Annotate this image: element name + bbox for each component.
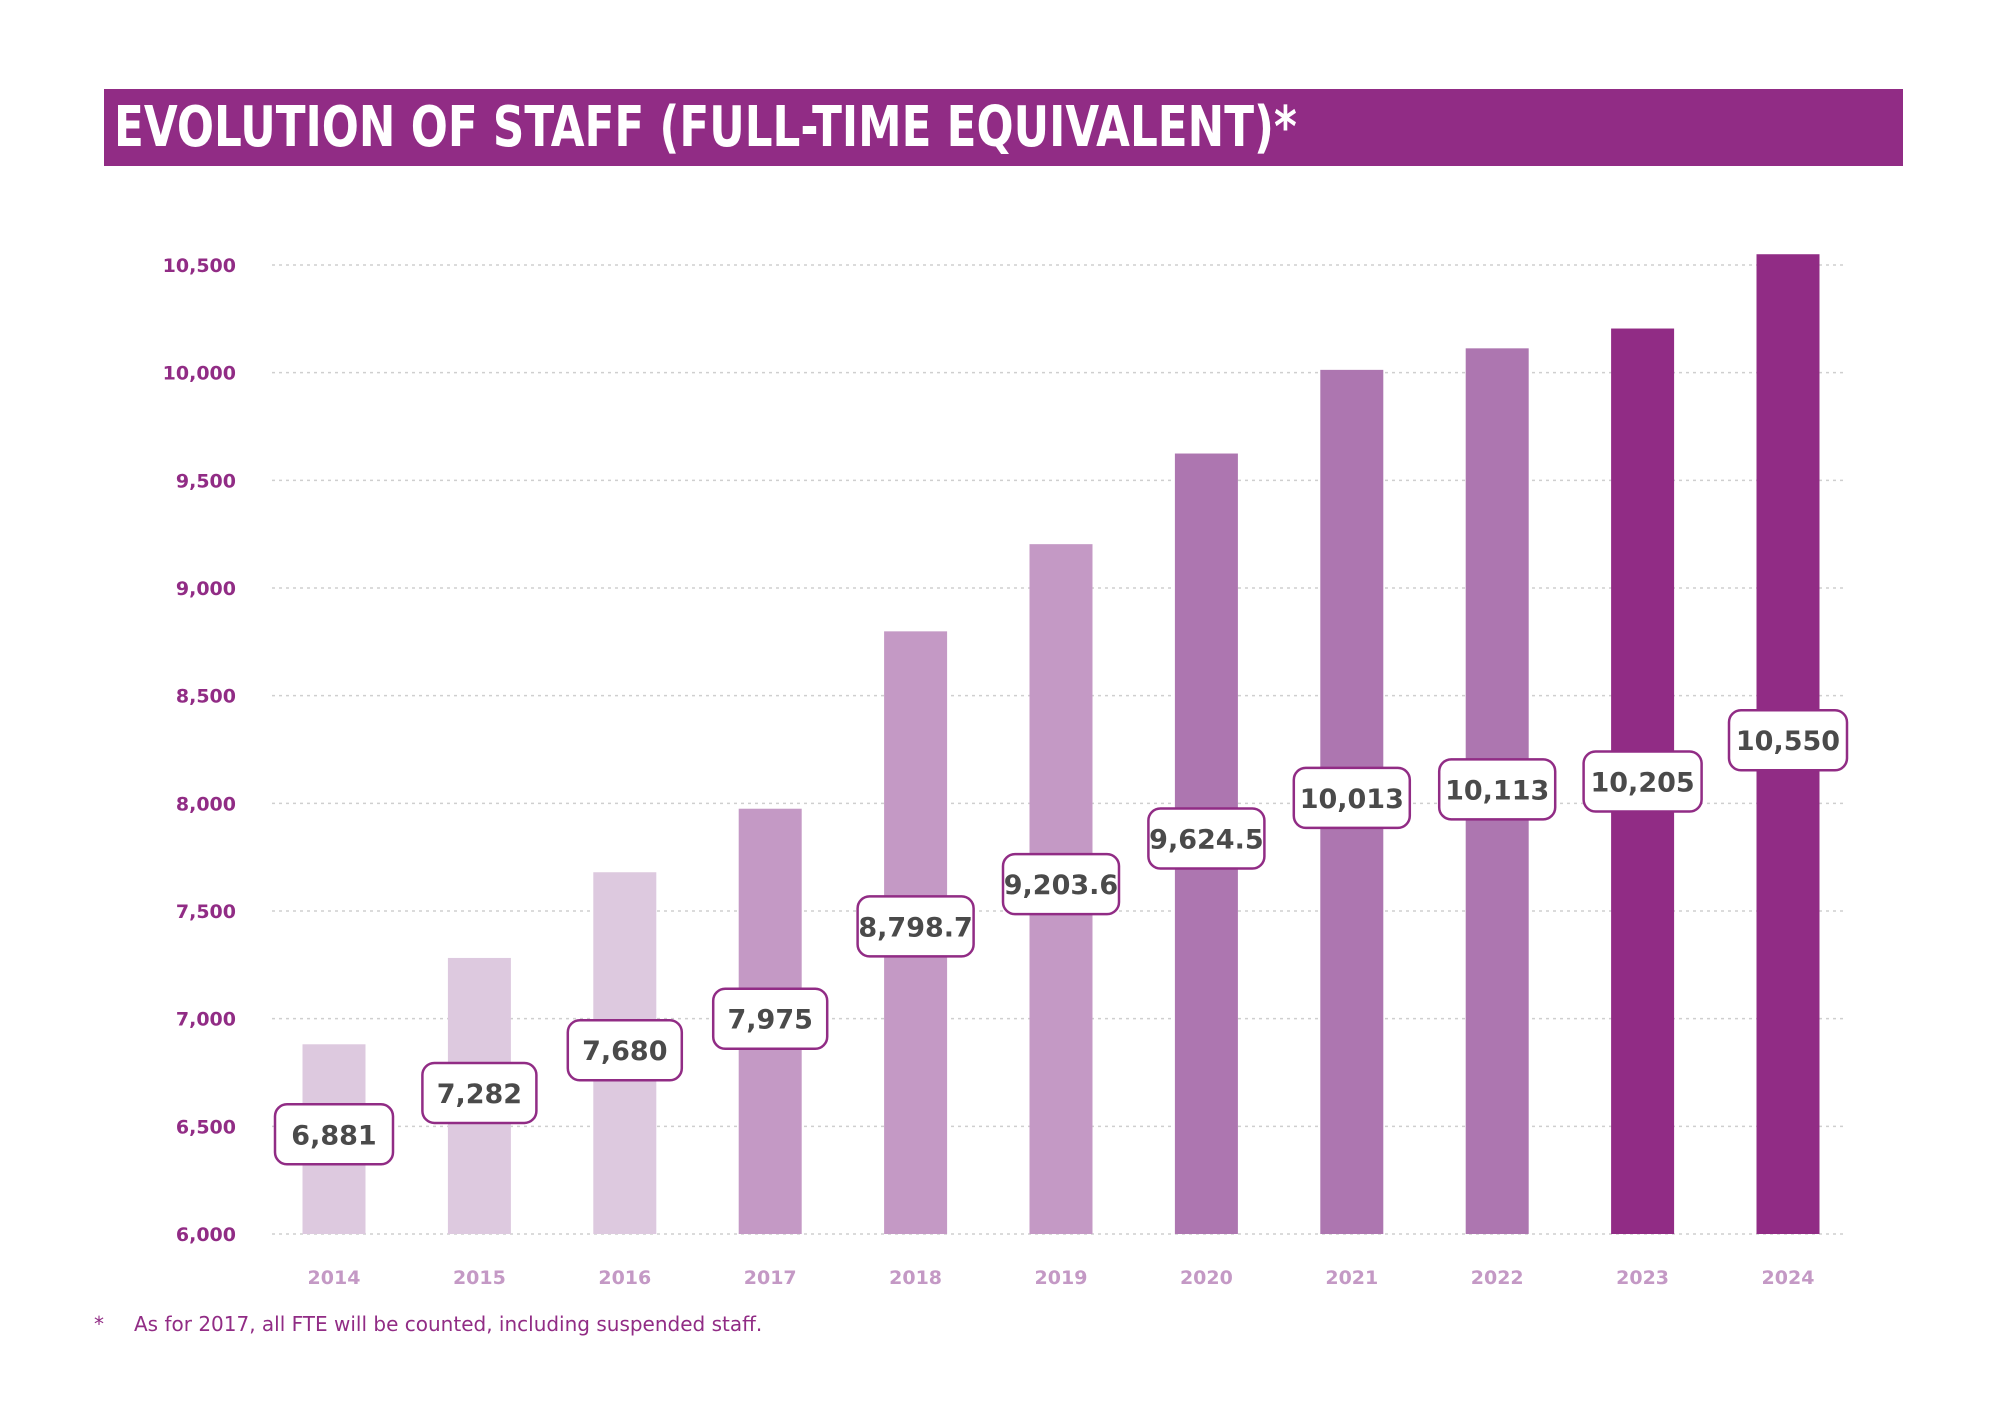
value-label-2022: 10,113 bbox=[1437, 758, 1557, 821]
y-tick-label: 7,500 bbox=[176, 901, 236, 923]
footnote-marker: * bbox=[94, 1312, 104, 1336]
value-label-2016: 7,680 bbox=[566, 1018, 684, 1082]
x-tick-label: 2015 bbox=[453, 1267, 506, 1289]
footnote-text: As for 2017, all FTE will be counted, in… bbox=[134, 1312, 763, 1336]
value-label-box bbox=[1292, 766, 1412, 830]
value-label-2020: 9,624.5 bbox=[1147, 807, 1266, 870]
value-label-text: 7,975 bbox=[727, 1005, 812, 1036]
y-tick-label: 9,000 bbox=[176, 578, 236, 600]
value-label-box bbox=[1727, 708, 1849, 772]
value-label-text: 7,282 bbox=[437, 1079, 522, 1110]
value-label-box bbox=[273, 1103, 395, 1166]
value-labels: 6,881 7,282 7,680 7,975 8,798.7 9,203.6 9,624.… bbox=[273, 708, 1849, 1166]
value-label-text: 10,550 bbox=[1736, 726, 1840, 757]
y-tick-label: 8,000 bbox=[176, 793, 236, 815]
x-tick-label: 2016 bbox=[598, 1267, 651, 1289]
x-tick-label: 2022 bbox=[1471, 1267, 1524, 1289]
value-label-box bbox=[856, 895, 975, 958]
x-tick-label: 2023 bbox=[1616, 1267, 1669, 1289]
value-label-box bbox=[421, 1061, 538, 1125]
footnote: * As for 2017, all FTE will be counted, i… bbox=[94, 1310, 762, 1338]
x-tick-label: 2014 bbox=[308, 1267, 361, 1289]
value-label-box bbox=[1001, 852, 1121, 916]
value-label-text: 10,205 bbox=[1590, 768, 1694, 799]
x-tick-label: 2021 bbox=[1325, 1267, 1378, 1289]
x-tick-label: 2019 bbox=[1035, 1267, 1088, 1289]
y-tick-label: 6,000 bbox=[176, 1224, 236, 1246]
x-tick-label: 2024 bbox=[1762, 1267, 1815, 1289]
bars bbox=[302, 254, 1820, 1235]
x-tick-label: 2020 bbox=[1180, 1267, 1233, 1289]
y-tick-label: 9,500 bbox=[176, 470, 236, 492]
value-label-text: 9,624.5 bbox=[1149, 825, 1263, 856]
value-label-2017: 7,975 bbox=[711, 987, 829, 1050]
y-tick-label: 8,500 bbox=[176, 686, 236, 708]
value-label-text: 6,881 bbox=[291, 1120, 376, 1151]
y-tick-label: 6,500 bbox=[176, 1116, 236, 1138]
value-label-2018: 8,798.7 bbox=[856, 895, 975, 958]
value-label-box bbox=[711, 987, 829, 1050]
value-label-box bbox=[1582, 750, 1703, 813]
value-label-2024: 10,550 bbox=[1727, 708, 1849, 772]
x-tick-label: 2017 bbox=[744, 1267, 797, 1289]
value-label-text: 10,013 bbox=[1300, 784, 1404, 815]
value-label-text: 10,113 bbox=[1445, 775, 1549, 806]
value-label-text: 7,680 bbox=[582, 1036, 667, 1067]
value-label-2019: 9,203.6 bbox=[1001, 852, 1121, 916]
value-label-box bbox=[566, 1018, 684, 1082]
value-label-text: 8,798.7 bbox=[858, 912, 972, 943]
value-label-box bbox=[1437, 758, 1557, 821]
value-label-2015: 7,282 bbox=[421, 1061, 538, 1125]
title-bar: EVOLUTION OF STAFF (FULL-TIME EQUIVALENT… bbox=[104, 89, 1903, 166]
y-tick-label: 7,000 bbox=[176, 1009, 236, 1031]
value-label-2021: 10,013 bbox=[1292, 766, 1412, 830]
value-label-box bbox=[1147, 807, 1266, 870]
value-label-2023: 10,205 bbox=[1582, 750, 1703, 813]
value-label-text: 9,203.6 bbox=[1004, 870, 1118, 901]
y-tick-label: 10,000 bbox=[163, 363, 236, 385]
value-label-2014: 6,881 bbox=[273, 1103, 395, 1166]
x-axis-ticks: 2014 2015 2016 2017 2018 2019 2020 2021 2022 2023… bbox=[308, 1267, 1815, 1289]
chart-title: EVOLUTION OF STAFF (FULL-TIME EQUIVALENT… bbox=[114, 95, 1297, 160]
y-tick-label: 10,500 bbox=[163, 255, 236, 277]
x-tick-label: 2018 bbox=[889, 1267, 942, 1289]
y-axis-ticks: 6,000 6,500 7,000 7,500 8,000 8,500 9,000 9,500… bbox=[163, 255, 236, 1246]
